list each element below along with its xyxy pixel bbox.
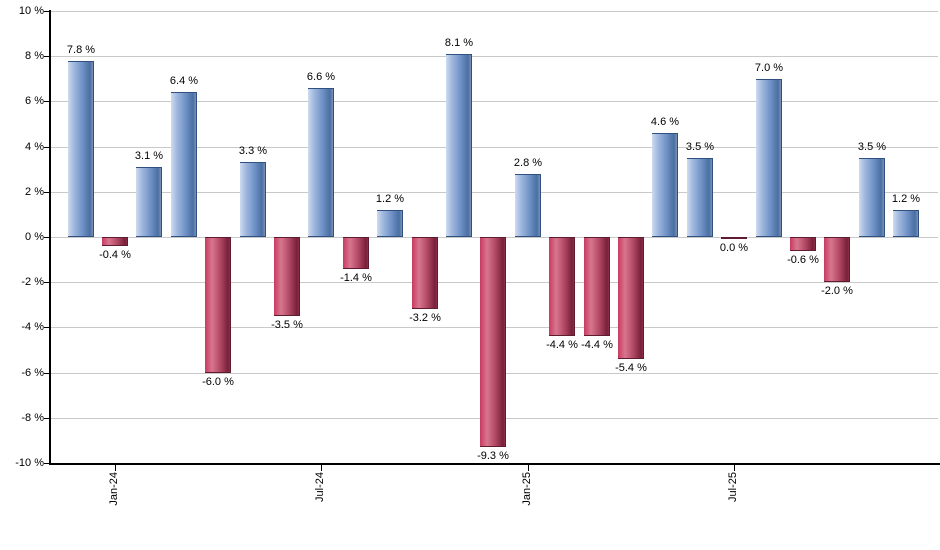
y-axis-tick-label: -6 % xyxy=(21,367,44,379)
bar-value-label: -4.4 % xyxy=(546,339,578,351)
y-axis-tick xyxy=(44,327,50,328)
bar-2 xyxy=(102,237,128,246)
y-axis-tick xyxy=(44,282,50,283)
bar-value-label: 3.5 % xyxy=(685,141,715,153)
bar-17 xyxy=(618,237,644,359)
bar-20 xyxy=(721,237,747,239)
bar-14 xyxy=(515,174,541,237)
bar-3 xyxy=(136,167,162,237)
y-axis-tick xyxy=(44,11,50,12)
bar-value-label: 6.6 % xyxy=(306,71,336,83)
bar-value-label: -1.4 % xyxy=(340,272,372,284)
bar-value-label: 2.8 % xyxy=(513,157,543,169)
bar-22 xyxy=(790,237,816,251)
gridline-y-4 xyxy=(50,147,938,148)
bar-value-label: 1.2 % xyxy=(891,193,921,205)
y-axis-tick xyxy=(44,237,50,238)
bar-value-label: -9.3 % xyxy=(477,450,509,462)
bar-value-label: 7.8 % xyxy=(66,44,96,56)
x-axis-tick xyxy=(734,465,735,471)
gridline-y-2 xyxy=(50,192,938,193)
bar-11 xyxy=(412,237,438,309)
gridline-y-8 xyxy=(50,56,938,57)
bar-value-label: -5.4 % xyxy=(615,362,647,374)
y-axis-tick xyxy=(44,463,50,464)
x-axis-tick xyxy=(321,465,322,471)
y-axis-tick-label: 8 % xyxy=(25,50,44,62)
x-axis-tick-label: Jan-24 xyxy=(108,472,120,506)
bar-12 xyxy=(446,54,472,237)
bar-9 xyxy=(343,237,369,269)
bar-7 xyxy=(274,237,300,316)
bar-8 xyxy=(308,88,334,237)
y-axis-tick-label: 0 % xyxy=(25,231,44,243)
x-axis-tick xyxy=(115,465,116,471)
y-axis-tick xyxy=(44,147,50,148)
gridline-y-6 xyxy=(50,101,938,102)
bar-value-label: 4.6 % xyxy=(650,116,680,128)
y-axis-tick xyxy=(44,373,50,374)
bar-value-label: -3.2 % xyxy=(409,312,441,324)
bar-25 xyxy=(893,210,919,237)
bar-value-label: 0.0 % xyxy=(719,242,749,254)
bar-value-label: 6.4 % xyxy=(169,75,199,87)
x-axis-line xyxy=(49,463,940,465)
bar-5 xyxy=(205,237,231,373)
x-axis-tick xyxy=(528,465,529,471)
bar-23 xyxy=(824,237,850,282)
bar-21 xyxy=(756,79,782,237)
y-axis-tick xyxy=(44,418,50,419)
bar-15 xyxy=(549,237,575,336)
y-axis-tick-label: 4 % xyxy=(25,141,44,153)
bar-value-label: -0.6 % xyxy=(787,254,819,266)
gridline-y-10 xyxy=(50,11,938,12)
y-axis-tick-label: 10 % xyxy=(18,5,44,17)
bar-value-label: 3.1 % xyxy=(134,150,164,162)
bar-16 xyxy=(584,237,610,336)
bar-10 xyxy=(377,210,403,237)
bar-13 xyxy=(480,237,506,447)
bar-18 xyxy=(652,133,678,237)
bar-value-label: -6.0 % xyxy=(202,376,234,388)
y-axis-line xyxy=(49,10,51,464)
bar-value-label: 8.1 % xyxy=(444,37,474,49)
bar-value-label: 7.0 % xyxy=(754,62,784,74)
bar-value-label: -4.4 % xyxy=(581,339,613,351)
bar-1 xyxy=(68,61,94,237)
x-axis-tick-label: Jul-24 xyxy=(314,472,326,502)
bar-value-label: 3.3 % xyxy=(238,145,268,157)
bar-value-label: 3.5 % xyxy=(857,141,887,153)
y-axis-tick-label: 6 % xyxy=(25,95,44,107)
y-axis-tick xyxy=(44,56,50,57)
y-axis-tick-label: -8 % xyxy=(21,412,44,424)
bar-24 xyxy=(859,158,885,237)
bar-value-label: -3.5 % xyxy=(271,319,303,331)
y-axis-tick xyxy=(44,101,50,102)
y-axis-tick-label: -10 % xyxy=(15,457,44,469)
x-axis-tick-label: Jul-25 xyxy=(727,472,739,502)
y-axis-tick-label: -4 % xyxy=(21,321,44,333)
y-axis-tick-label: -2 % xyxy=(21,276,44,288)
y-axis-tick-label: 2 % xyxy=(25,186,44,198)
bar-value-label: -2.0 % xyxy=(821,285,853,297)
x-axis-tick-label: Jan-25 xyxy=(521,472,533,506)
bar-value-label: 1.2 % xyxy=(375,193,405,205)
bar-19 xyxy=(687,158,713,237)
bar-4 xyxy=(171,92,197,237)
bar-value-label: -0.4 % xyxy=(99,249,131,261)
y-axis-tick xyxy=(44,192,50,193)
bar-6 xyxy=(240,162,266,237)
